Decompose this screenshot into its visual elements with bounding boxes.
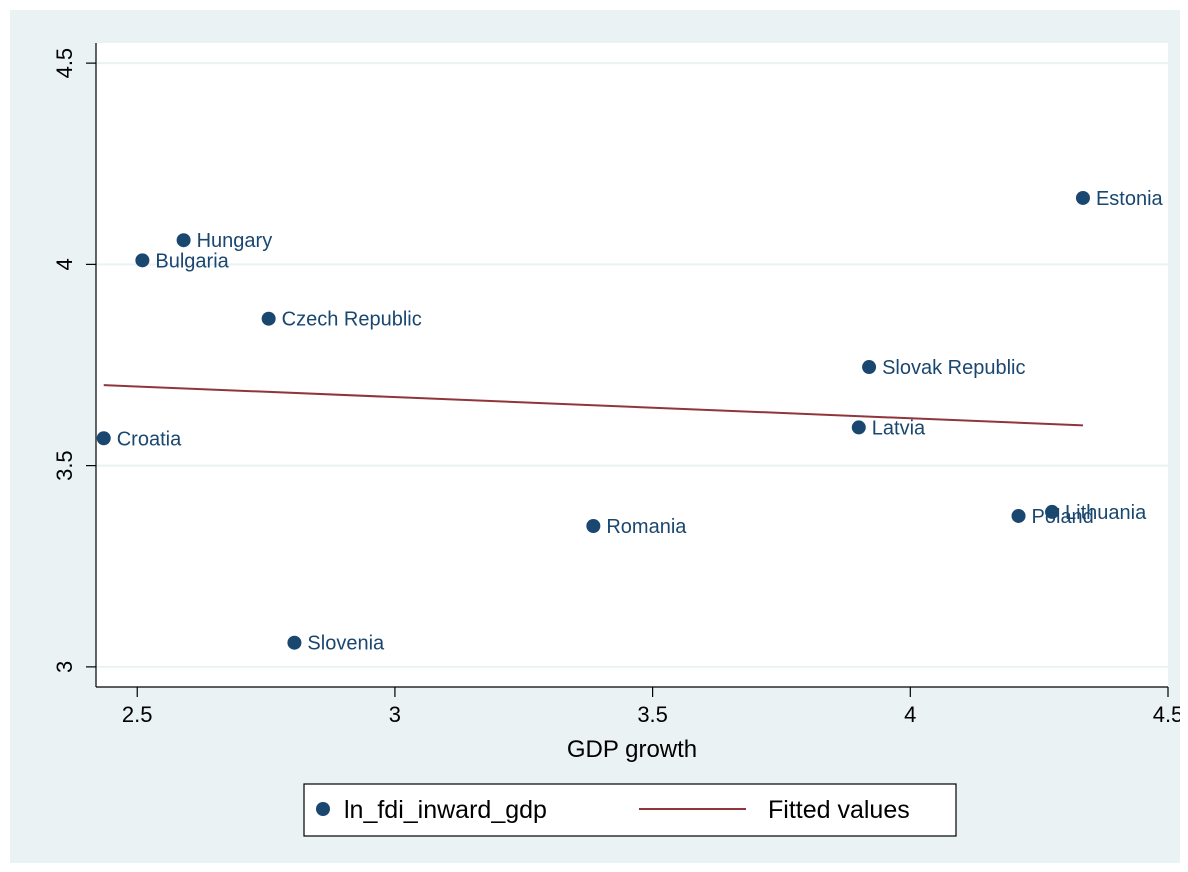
fitted-line-layer [103, 384, 1084, 427]
point-label: Lithuania [1065, 502, 1147, 524]
scatter-chart: 3 3.5 4 4.5 2.5 3 3.5 4 4.5 Estonia HungaryBulgar… [52, 43, 1180, 837]
x-tick-label: 4.5 [1153, 702, 1180, 727]
data-point [1045, 504, 1060, 519]
data-point [586, 519, 601, 533]
point-label: Slovak Republic [882, 357, 1025, 379]
data-point [287, 635, 302, 650]
point-label: Croatia [117, 428, 182, 450]
point-label: Slovenia [307, 633, 385, 655]
point-label: Estonia [1096, 188, 1164, 210]
point-label: Poland [1032, 506, 1094, 528]
gridlines [96, 62, 1168, 668]
data-point [851, 420, 866, 435]
point-label: Bulgaria [155, 250, 229, 272]
legend-label-scatter: ln_fdi_inward_gdp [344, 796, 547, 824]
x-tick-label: 3.5 [637, 702, 668, 727]
point-label: Latvia [872, 417, 926, 439]
point-label: Romania [606, 516, 687, 538]
y-tick-label: 4 [52, 258, 77, 270]
data-point [261, 311, 276, 326]
data-point [1075, 190, 1090, 205]
axis-ticks: 3 3.5 4 4.5 2.5 3 3.5 4 4.5 [52, 48, 1180, 727]
fitted-line [103, 384, 1084, 427]
legend-label-fitted: Fitted values [768, 796, 910, 824]
x-tick-label: 4 [904, 702, 916, 727]
point-label: Czech Republic [282, 309, 422, 331]
x-axis-title: GDP growth [567, 736, 697, 763]
legend: ln_fdi_inward_gdp Fitted values [303, 783, 957, 837]
data-point [135, 253, 150, 268]
data-point [96, 431, 111, 446]
x-tick-label: 3 [389, 702, 401, 727]
chart-frame: 3 3.5 4 4.5 2.5 3 3.5 4 4.5 Estonia Hungary Bulgar… [10, 10, 1180, 863]
y-tick-label: 4.5 [52, 48, 77, 79]
data-point [1011, 508, 1026, 523]
plot-area [96, 43, 1168, 687]
point-label: Hungary [197, 230, 273, 252]
data-point [176, 233, 191, 248]
y-tick-label: 3.5 [52, 450, 77, 481]
legend-box [303, 783, 957, 837]
data-point [862, 360, 877, 375]
x-tick-label: 2.5 [122, 702, 153, 727]
y-tick-label: 3 [52, 661, 77, 673]
legend-marker-scatter [316, 802, 330, 816]
